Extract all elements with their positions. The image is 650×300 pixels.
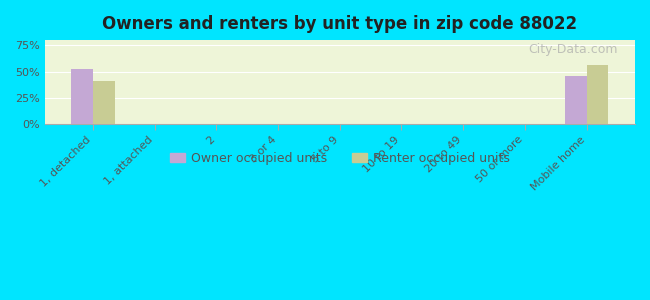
Bar — [586, 65, 608, 124]
Text: City-Data.com: City-Data.com — [528, 43, 618, 56]
Bar — [93, 81, 114, 124]
Legend: Owner occupied units, Renter occupied units: Owner occupied units, Renter occupied un… — [164, 147, 515, 170]
Bar — [72, 70, 93, 124]
Bar — [565, 76, 586, 124]
Title: Owners and renters by unit type in zip code 88022: Owners and renters by unit type in zip c… — [102, 15, 577, 33]
